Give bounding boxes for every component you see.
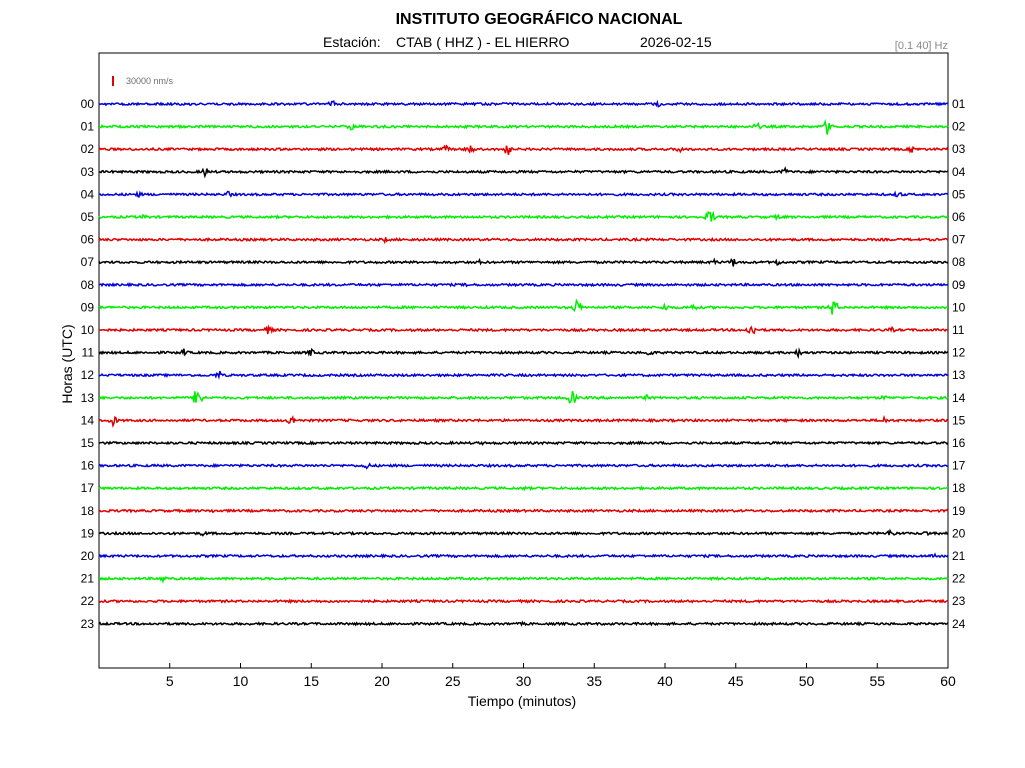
hour-label-right: 01 <box>952 97 966 111</box>
hour-label-right: 09 <box>952 278 966 292</box>
x-tick-label: 10 <box>233 673 249 689</box>
amplitude-scale-label: 30000 nm/s <box>126 76 174 86</box>
hour-label-left: 08 <box>81 278 95 292</box>
x-axis: 5 10 15 20 25 30 35 40 45 50 55 60 <box>166 663 956 689</box>
hour-label-right: 17 <box>952 459 966 473</box>
station-label: Estación: <box>323 34 381 50</box>
hour-label-right: 04 <box>952 165 966 179</box>
trace-hour-00 <box>98 99 949 108</box>
hour-label-right: 02 <box>952 120 966 134</box>
x-tick-label: 55 <box>869 673 885 689</box>
hour-labels-group: 00 01 01 02 02 03 03 04 04 05 05 06 06 07 07 08 08 09 09 10… <box>81 97 966 631</box>
hour-label-left: 04 <box>81 187 95 201</box>
hour-label-left: 07 <box>81 255 95 269</box>
trace-hour-10 <box>98 324 949 335</box>
hour-label-left: 15 <box>81 436 95 450</box>
x-tick-label: 5 <box>166 673 174 689</box>
hour-label-left: 17 <box>81 481 95 495</box>
hour-label-right: 19 <box>952 504 966 518</box>
hour-label-left: 11 <box>82 346 95 360</box>
filter-band: [0.1 40] Hz <box>894 40 948 52</box>
chart-title: INSTITUTO GEOGRÁFICO NACIONAL <box>395 11 683 28</box>
trace-hour-11 <box>98 347 949 360</box>
hour-label-right: 15 <box>952 413 966 427</box>
x-tick-label: 50 <box>799 673 815 689</box>
hour-label-right: 24 <box>952 617 966 631</box>
hour-label-right: 12 <box>952 346 966 360</box>
trace-hour-20 <box>98 552 949 559</box>
hour-label-left: 18 <box>81 504 95 518</box>
x-tick-label: 30 <box>516 673 532 689</box>
trace-hour-16 <box>98 462 949 470</box>
trace-hour-02 <box>98 144 949 155</box>
plot-frame <box>98 52 949 669</box>
hour-label-right: 13 <box>952 368 966 382</box>
hour-label-left: 22 <box>81 594 95 608</box>
hour-label-right: 14 <box>952 391 966 405</box>
trace-hour-23 <box>98 620 949 627</box>
hour-label-left: 03 <box>81 165 95 179</box>
hour-label-left: 09 <box>81 300 95 314</box>
hour-label-right: 08 <box>952 255 966 269</box>
hour-label-right: 21 <box>952 549 966 563</box>
trace-hour-18 <box>98 508 949 514</box>
hour-label-left: 06 <box>81 233 95 247</box>
hour-label-left: 00 <box>81 97 95 111</box>
trace-hour-13 <box>98 391 949 404</box>
x-tick-label: 45 <box>728 673 744 689</box>
x-tick-label: 20 <box>374 673 390 689</box>
trace-hour-01 <box>98 118 949 135</box>
trace-hour-08 <box>98 282 949 288</box>
trace-hour-07 <box>98 257 949 267</box>
hour-label-left: 12 <box>81 368 95 382</box>
x-tick-label: 15 <box>303 673 319 689</box>
trace-hour-14 <box>98 414 949 429</box>
trace-hour-04 <box>98 190 949 198</box>
x-tick-label: 60 <box>940 673 956 689</box>
trace-hour-19 <box>98 528 949 537</box>
hour-label-left: 16 <box>81 459 95 473</box>
hour-label-right: 20 <box>952 526 966 540</box>
hour-label-left: 02 <box>81 142 95 156</box>
traces-group <box>98 99 949 627</box>
hour-label-left: 13 <box>81 391 95 405</box>
hour-label-left: 23 <box>81 617 95 631</box>
chart-date: 2026-02-15 <box>640 34 712 50</box>
hour-label-right: 10 <box>952 300 966 314</box>
y-axis-title: Horas (UTC) <box>59 324 75 403</box>
hour-label-left: 01 <box>81 120 95 134</box>
hour-label-left: 20 <box>81 549 95 563</box>
hour-label-left: 05 <box>81 210 95 224</box>
hour-label-right: 22 <box>952 572 966 586</box>
hour-label-right: 18 <box>952 481 966 495</box>
trace-hour-15 <box>98 440 949 446</box>
x-tick-label: 40 <box>657 673 673 689</box>
hour-label-right: 03 <box>952 142 966 156</box>
trace-hour-03 <box>98 166 949 179</box>
hour-label-left: 14 <box>81 413 95 427</box>
hour-label-left: 19 <box>81 526 95 540</box>
hour-label-left: 10 <box>81 323 95 337</box>
hour-label-right: 23 <box>952 594 966 608</box>
hour-label-right: 05 <box>952 187 966 201</box>
trace-hour-09 <box>98 298 949 315</box>
hour-label-right: 06 <box>952 210 966 224</box>
trace-hour-17 <box>98 485 949 492</box>
x-tick-label: 35 <box>586 673 602 689</box>
hour-label-right: 16 <box>952 436 966 450</box>
trace-hour-06 <box>98 236 949 245</box>
trace-hour-12 <box>98 370 949 380</box>
x-tick-label: 25 <box>445 673 461 689</box>
trace-hour-05 <box>98 210 949 222</box>
trace-hour-22 <box>98 598 949 604</box>
trace-hour-21 <box>98 575 949 584</box>
station-name: CTAB ( HHZ ) - EL HIERRO <box>396 34 570 50</box>
hour-label-right: 11 <box>952 323 965 337</box>
x-axis-title: Tiempo (minutos) <box>468 693 576 709</box>
hour-label-left: 21 <box>81 572 95 586</box>
hour-label-right: 07 <box>952 233 966 247</box>
